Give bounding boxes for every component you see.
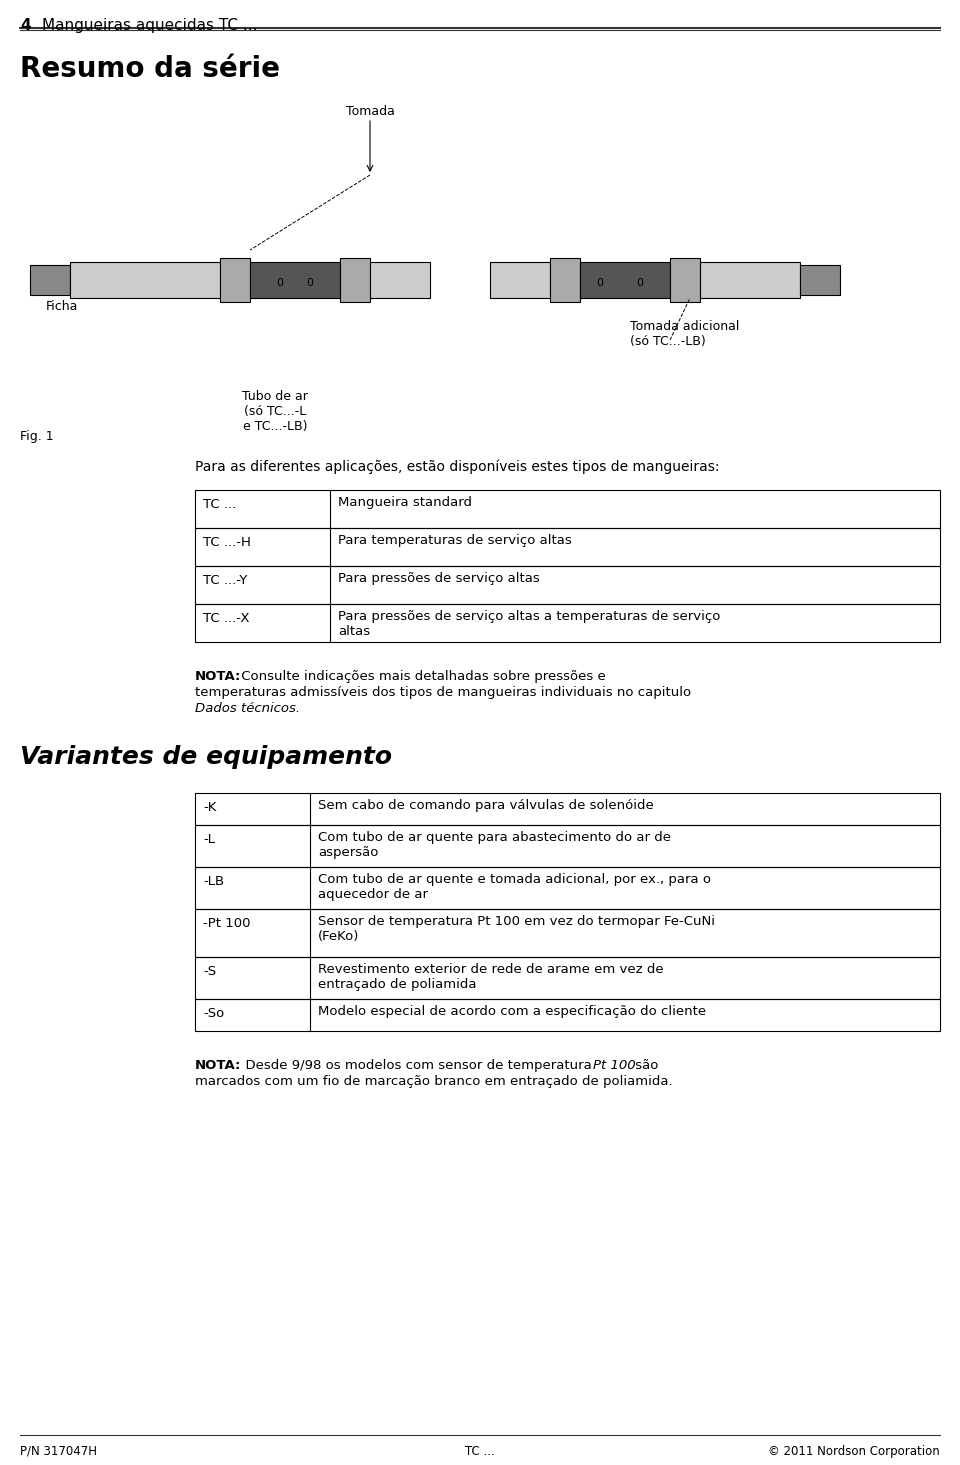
Text: -L: -L	[203, 834, 215, 845]
Bar	[195, 793, 940, 825]
Bar	[670, 258, 700, 302]
Text: Ficha: Ficha	[46, 300, 78, 314]
Text: 4: 4	[20, 18, 31, 34]
Bar	[195, 489, 940, 527]
Text: 0: 0	[306, 278, 314, 289]
Text: -S: -S	[203, 965, 216, 979]
Text: Mangueiras aquecidas TC ...: Mangueiras aquecidas TC ...	[42, 18, 257, 34]
Bar	[800, 265, 840, 294]
Bar	[195, 604, 940, 642]
Text: Com tubo de ar quente e tomada adicional, por ex., para o
aquecedor de ar: Com tubo de ar quente e tomada adicional…	[318, 873, 711, 901]
Bar	[250, 262, 340, 297]
Text: Tomada adicional
(só TC...-LB): Tomada adicional (só TC...-LB)	[630, 319, 739, 349]
Bar	[580, 262, 670, 297]
Text: Sensor de temperatura Pt 100 em vez do termopar Fe-CuNi
(FeKo): Sensor de temperatura Pt 100 em vez do t…	[318, 916, 715, 943]
Text: NOTA:: NOTA:	[195, 1059, 241, 1072]
Text: TC ...-H: TC ...-H	[203, 536, 251, 549]
Text: -LB: -LB	[203, 875, 224, 888]
Text: Para pressões de serviço altas a temperaturas de serviço
altas: Para pressões de serviço altas a tempera…	[338, 609, 720, 637]
Text: TC ...: TC ...	[466, 1444, 494, 1458]
Text: são: são	[631, 1059, 659, 1072]
Text: 0: 0	[276, 278, 283, 289]
Bar	[195, 999, 940, 1031]
Text: Dados técnicos.: Dados técnicos.	[195, 702, 300, 715]
Text: Tomada: Tomada	[346, 105, 395, 119]
Bar	[220, 258, 250, 302]
Text: Fig. 1: Fig. 1	[20, 431, 54, 442]
Text: Com tubo de ar quente para abastecimento do ar de
aspersão: Com tubo de ar quente para abastecimento…	[318, 831, 671, 858]
Text: Pt 100: Pt 100	[593, 1059, 636, 1072]
Bar	[550, 258, 580, 302]
Text: marcados com um fio de marcação branco em entraçado de poliamida.: marcados com um fio de marcação branco e…	[195, 1075, 673, 1088]
Text: Modelo especial de acordo com a especificação do cliente: Modelo especial de acordo com a especifi…	[318, 1005, 707, 1018]
Text: NOTA:: NOTA:	[195, 670, 241, 683]
Text: Mangueira standard: Mangueira standard	[338, 497, 472, 508]
Bar	[490, 262, 550, 297]
Bar	[70, 262, 220, 297]
Text: © 2011 Nordson Corporation: © 2011 Nordson Corporation	[768, 1444, 940, 1458]
Bar	[195, 825, 940, 867]
Text: Variantes de equipamento: Variantes de equipamento	[20, 746, 392, 769]
Bar	[700, 262, 800, 297]
Text: P/N 317047H: P/N 317047H	[20, 1444, 97, 1458]
Text: TC ...: TC ...	[203, 498, 236, 511]
Text: temperaturas admissíveis dos tipos de mangueiras individuais no capitulo: temperaturas admissíveis dos tipos de ma…	[195, 686, 691, 699]
Bar	[195, 565, 940, 604]
Bar	[195, 908, 940, 957]
Text: Consulte indicações mais detalhadas sobre pressões e: Consulte indicações mais detalhadas sobr…	[237, 670, 606, 683]
Text: Sem cabo de comando para válvulas de solenóide: Sem cabo de comando para válvulas de sol…	[318, 798, 654, 812]
Text: Tubo de ar
(só TC...-L
e TC...-LB): Tubo de ar (só TC...-L e TC...-LB)	[242, 390, 308, 434]
Text: Para pressões de serviço altas: Para pressões de serviço altas	[338, 571, 540, 585]
Bar	[195, 957, 940, 999]
Text: TC ...-X: TC ...-X	[203, 612, 250, 626]
Bar	[195, 527, 940, 565]
Bar	[30, 265, 70, 294]
Text: -Pt 100: -Pt 100	[203, 917, 251, 930]
Text: -So: -So	[203, 1006, 225, 1020]
Text: 0: 0	[596, 278, 604, 289]
Text: -K: -K	[203, 801, 216, 815]
Text: Revestimento exterior de rede de arame em vez de
entraçado de poliamida: Revestimento exterior de rede de arame e…	[318, 963, 663, 990]
Bar	[340, 258, 370, 302]
Bar	[195, 867, 940, 908]
Text: 0: 0	[636, 278, 643, 289]
Text: Para as diferentes aplicações, estão disponíveis estes tipos de mangueiras:: Para as diferentes aplicações, estão dis…	[195, 460, 719, 475]
Text: Desde 9/98 os modelos com sensor de temperatura: Desde 9/98 os modelos com sensor de temp…	[237, 1059, 596, 1072]
Text: Para temperaturas de serviço altas: Para temperaturas de serviço altas	[338, 535, 572, 546]
Text: TC ...-Y: TC ...-Y	[203, 574, 248, 587]
Text: Resumo da série: Resumo da série	[20, 56, 280, 84]
Bar	[370, 262, 430, 297]
